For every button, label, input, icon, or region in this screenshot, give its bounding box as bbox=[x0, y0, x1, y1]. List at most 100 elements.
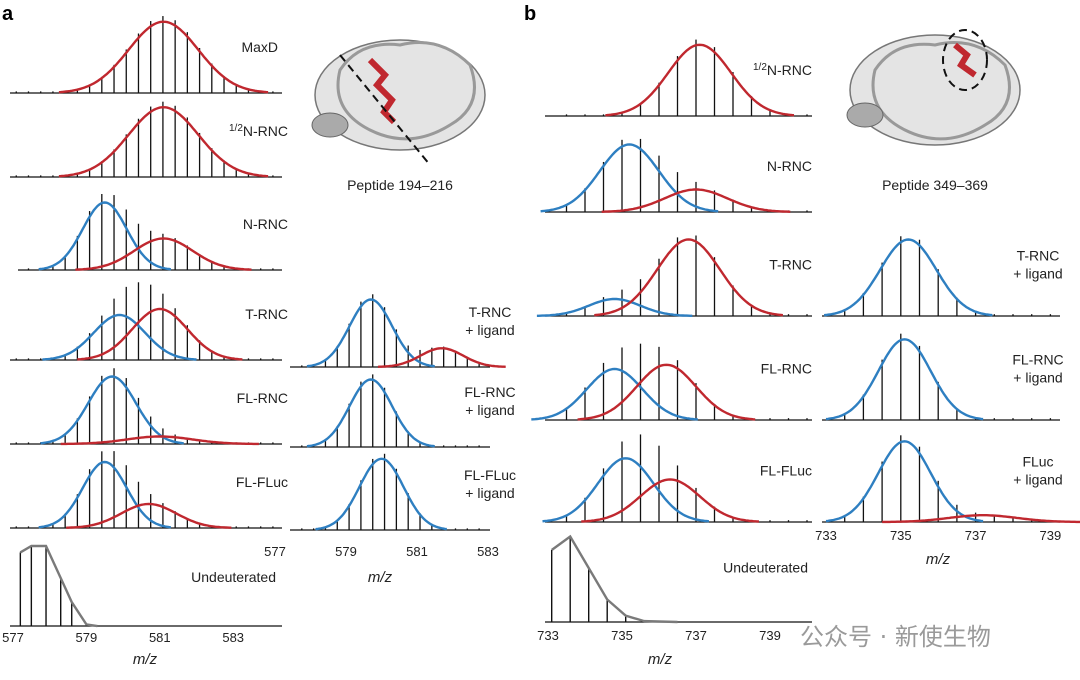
blue-envelope-fit bbox=[40, 375, 184, 445]
spectrum-panel-b-n: N-RNC bbox=[540, 138, 812, 213]
stick-peaks bbox=[565, 343, 808, 420]
blue-envelope-fit bbox=[825, 440, 984, 523]
red-envelope-fit bbox=[577, 363, 756, 421]
red-envelope-fit bbox=[594, 238, 784, 317]
spectrum-label: FLuc + ligand bbox=[1013, 453, 1062, 487]
label-line: + ligand bbox=[1013, 471, 1062, 487]
blue-envelope-fit bbox=[823, 238, 993, 317]
label-line: + ligand bbox=[465, 485, 514, 501]
blue-envelope-fit bbox=[536, 297, 693, 317]
stick-peaks bbox=[844, 333, 1052, 420]
spectrum-panel-a-half: 1/2N-RNC bbox=[10, 101, 288, 178]
label-line: FL-RNC bbox=[464, 384, 515, 400]
stick-peaks bbox=[844, 236, 1052, 316]
label-line: T-RNC bbox=[769, 256, 812, 272]
spectrum-label: FL-RNC bbox=[237, 390, 288, 406]
red-envelope-fit bbox=[882, 514, 1080, 524]
stick-peaks bbox=[19, 546, 73, 626]
spectrum-label: FL-RNC + ligand bbox=[1012, 351, 1063, 385]
label-line: + ligand bbox=[1013, 265, 1062, 281]
blue-envelope-fit bbox=[531, 367, 698, 421]
stick-peaks bbox=[15, 282, 274, 360]
spectrum-label: T-RNC bbox=[245, 306, 288, 322]
label-line: Undeuterated bbox=[191, 569, 276, 585]
label-line: FL-RNC bbox=[1012, 351, 1063, 367]
x-tick-label: 579 bbox=[76, 630, 98, 645]
label-line: N-RNC bbox=[767, 158, 812, 174]
spectrum-panel-a-tlig: T-RNC + ligand bbox=[290, 294, 515, 368]
spectrum-label: FL-RNC bbox=[761, 360, 812, 376]
label-line: T-RNC bbox=[245, 306, 288, 322]
red-envelope-fit bbox=[377, 347, 506, 368]
watermark: 公众号 · 新使生物 bbox=[800, 623, 991, 651]
label-line: FLuc bbox=[1022, 453, 1053, 469]
x-tick-label: 577 bbox=[2, 630, 24, 645]
spectrum-label: T-RNC bbox=[769, 256, 812, 272]
gray-envelope-fit bbox=[550, 534, 678, 624]
x-tick-label: 737 bbox=[965, 528, 987, 543]
spectrum-panel-b-fllig: FL-RNC + ligand bbox=[822, 333, 1064, 421]
spectrum-panel-b-fluc: FL-FLuc bbox=[542, 434, 812, 523]
blue-envelope-fit bbox=[540, 143, 719, 213]
stick-peaks bbox=[301, 453, 480, 530]
spectrum-panel-b-fl: FL-RNC bbox=[531, 343, 812, 421]
stick-peaks bbox=[551, 536, 627, 622]
spectrum-panel-a-t: T-RNC bbox=[10, 282, 288, 361]
spectrum-panel-b-tlig: T-RNC + ligand bbox=[822, 236, 1063, 317]
blue-envelope-fit bbox=[306, 378, 435, 448]
spectrum-label: T-RNC + ligand bbox=[1013, 247, 1062, 281]
x-tick-label: 583 bbox=[222, 630, 244, 645]
x-tick-label: 735 bbox=[611, 628, 633, 643]
red-envelope-fit bbox=[58, 20, 269, 94]
spectrum-label: FL-FLuc bbox=[760, 462, 812, 478]
blue-envelope-fit bbox=[38, 201, 171, 271]
red-envelope-fit bbox=[58, 106, 269, 178]
x-tick-label: 583 bbox=[477, 544, 499, 559]
red-envelope-fit bbox=[601, 188, 791, 213]
x-tick-label: 733 bbox=[537, 628, 559, 643]
label-text: N-RNC bbox=[243, 123, 288, 139]
label-superscript: 1/2 bbox=[753, 62, 767, 73]
spectrum-panel-a-undeut: Undeuterated 577 579 581 583 bbox=[2, 544, 282, 645]
red-envelope-fit bbox=[66, 502, 232, 529]
x-axis-label-b-right: m/z bbox=[926, 551, 951, 568]
panel-a-letter: a bbox=[2, 3, 14, 25]
x-axis-label-b-left: m/z bbox=[648, 651, 673, 668]
stick-peaks bbox=[565, 39, 808, 116]
spectrum-label: FL-RNC + ligand bbox=[464, 384, 515, 418]
stick-peaks bbox=[27, 193, 274, 270]
spectrum-panel-b-undeut: Undeuterated 733 735 737 739 bbox=[537, 534, 812, 643]
label-line: T-RNC bbox=[469, 304, 512, 320]
red-envelope-fit bbox=[77, 307, 243, 361]
x-tick-label: 739 bbox=[759, 628, 781, 643]
label-line: + ligand bbox=[1013, 369, 1062, 385]
label-line: N-RNC bbox=[243, 216, 288, 232]
blue-envelope-fit bbox=[825, 338, 984, 421]
spectrum-label: N-RNC bbox=[243, 216, 288, 232]
x-tick-label: 577 bbox=[264, 544, 286, 559]
spectrum-label: MaxD bbox=[241, 39, 278, 55]
spectrum-label: FL-FLuc + ligand bbox=[464, 467, 516, 501]
spectrum-panel-a-fluc: FL-FLuc bbox=[10, 451, 288, 529]
x-tick-label: 581 bbox=[149, 630, 171, 645]
spectrum-panel-a-maxd: MaxD bbox=[10, 16, 282, 94]
spectrum-label: Undeuterated bbox=[723, 560, 808, 576]
stick-peaks bbox=[565, 235, 808, 316]
spectrum-label: FL-FLuc bbox=[236, 474, 288, 490]
red-envelope-fit bbox=[605, 43, 795, 117]
stick-peaks bbox=[15, 101, 274, 177]
label-line: FL-FLuc bbox=[464, 467, 516, 483]
spectrum-label: N-RNC bbox=[767, 158, 812, 174]
protein-structure-b bbox=[846, 29, 1021, 146]
x-axis-label-a-left: m/z bbox=[133, 651, 158, 668]
label-line: + ligand bbox=[465, 322, 514, 338]
label-line: FL-FLuc bbox=[760, 462, 812, 478]
label-line: FL-RNC bbox=[237, 390, 288, 406]
label-line: + ligand bbox=[465, 402, 514, 418]
spectrum-panel-a-fluclig: FL-FLuc + ligand 577 579 581 583 bbox=[264, 453, 516, 559]
label-text: N-RNC bbox=[767, 62, 812, 78]
label-line: FL-RNC bbox=[761, 360, 812, 376]
x-axis-label-a-right: m/z bbox=[368, 569, 393, 586]
structure-b-caption: Peptide 349–369 bbox=[882, 177, 988, 193]
